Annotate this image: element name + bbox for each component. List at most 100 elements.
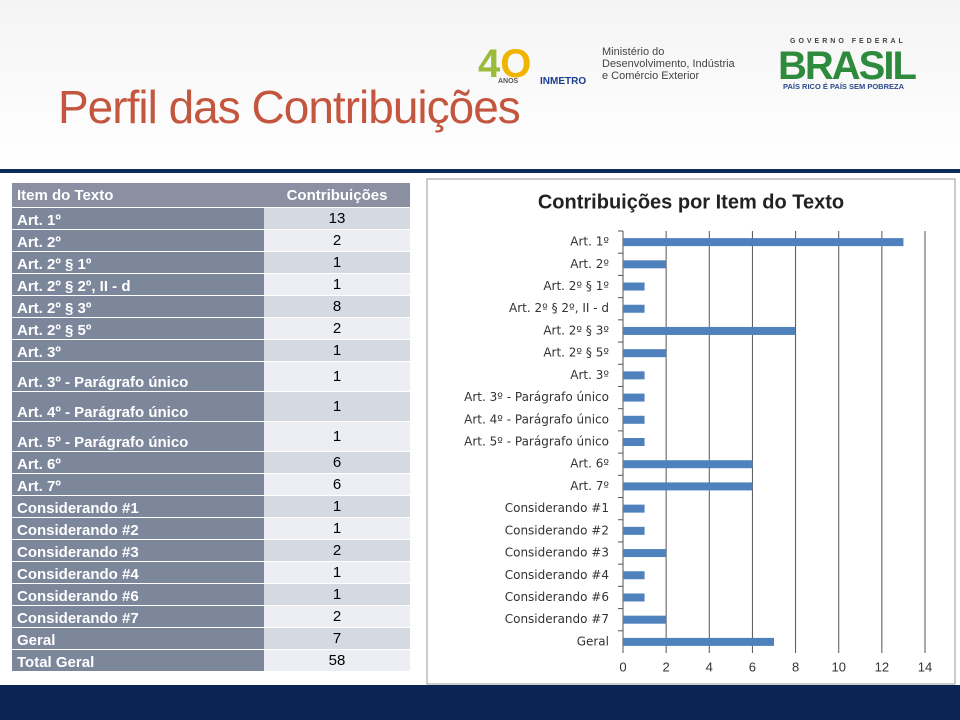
cell-label: Considerando #1 bbox=[12, 495, 264, 518]
cell-value: 6 bbox=[264, 473, 410, 496]
data-table: Item do Texto Contribuições Art. 1º 13 Art. … bbox=[12, 183, 410, 672]
x-tick-label: 4 bbox=[706, 659, 713, 674]
bar bbox=[623, 482, 753, 491]
bar bbox=[623, 326, 796, 335]
logo-text: PAÍS RICO É PAÍS SEM POBREZA bbox=[783, 82, 904, 91]
cell-value: 2 bbox=[264, 605, 410, 628]
bar bbox=[623, 438, 645, 446]
cell-value: 13 bbox=[264, 207, 410, 230]
table-row: Art. 2º § 1º 1 bbox=[12, 251, 410, 274]
bar bbox=[623, 238, 904, 247]
cell-label: Considerando #4 bbox=[12, 561, 264, 584]
logo-text: GOVERNO FEDERAL bbox=[790, 38, 906, 45]
bar bbox=[623, 504, 645, 513]
bar bbox=[623, 393, 645, 402]
cell-label: Considerando #6 bbox=[12, 583, 264, 606]
table-row: Art. 7º 6 bbox=[12, 473, 410, 496]
cell-value: 1 bbox=[264, 273, 410, 296]
x-tick-label: 12 bbox=[875, 659, 889, 674]
table-row: Art. 3º 1 bbox=[12, 339, 410, 362]
ministry-logo: Ministério do Desenvolvimento, Indústria… bbox=[602, 46, 735, 82]
cell-value: 7 bbox=[264, 627, 410, 650]
bar bbox=[623, 415, 645, 424]
chart: Contribuições por Item do Texto 0 2 4 6 8 10 1… bbox=[426, 178, 956, 685]
cell-label: Art. 3º bbox=[12, 339, 264, 362]
bar bbox=[623, 460, 753, 469]
cell-label: Total Geral bbox=[12, 649, 264, 672]
table-row: Art. 5º - Parágrafo único 1 bbox=[12, 421, 410, 452]
cell-label: Art. 1º bbox=[12, 207, 264, 230]
y-tick-label: Considerando #6 bbox=[505, 590, 609, 604]
y-tick-label: Art. 1º bbox=[570, 235, 609, 249]
y-tick-label: Art. 2º § 5º bbox=[543, 346, 609, 360]
logo-text: e Comércio Exterior bbox=[602, 70, 700, 82]
table-row: Total Geral 58 bbox=[12, 649, 410, 672]
cell-label: Art. 6º bbox=[12, 451, 264, 474]
bar bbox=[623, 593, 645, 602]
y-tick-label: Art. 4º - Parágrafo único bbox=[464, 412, 609, 426]
y-tick-label: Considerando #7 bbox=[505, 612, 609, 626]
cell-label: Art. 2º § 2º, II - d bbox=[12, 273, 264, 296]
cell-value: 2 bbox=[264, 539, 410, 562]
cell-label: Art. 2º § 1º bbox=[12, 251, 264, 274]
cell-value: 1 bbox=[264, 583, 410, 606]
y-tick-label: Art. 7º bbox=[570, 479, 609, 493]
bar bbox=[623, 260, 667, 269]
x-tick-label: 6 bbox=[749, 659, 756, 674]
table-row: Considerando #7 2 bbox=[12, 605, 410, 628]
y-tick-label: Geral bbox=[577, 634, 609, 648]
bar bbox=[623, 571, 645, 580]
column-header: Contribuições bbox=[264, 183, 410, 208]
cell-value: 1 bbox=[264, 561, 410, 584]
slide-title: Perfil das Contribuições bbox=[58, 81, 521, 133]
cell-label: Art. 2º § 3º bbox=[12, 295, 264, 318]
y-tick-label: Art. 2º bbox=[570, 257, 609, 271]
y-tick-label: Considerando #1 bbox=[505, 501, 609, 515]
y-tick-label: Considerando #3 bbox=[505, 546, 609, 560]
cell-value: 1 bbox=[264, 391, 410, 422]
bar bbox=[623, 526, 645, 535]
x-tick-label: 10 bbox=[831, 659, 845, 674]
logo-text: ANOS bbox=[498, 78, 519, 85]
table-row: Geral 7 bbox=[12, 627, 410, 650]
y-tick-label: Art. 2º § 1º bbox=[543, 279, 609, 293]
bar bbox=[623, 615, 667, 624]
bar bbox=[623, 282, 645, 291]
table-row: Considerando #2 1 bbox=[12, 517, 410, 540]
chart-frame bbox=[426, 178, 956, 685]
cell-value: 1 bbox=[264, 421, 410, 452]
cell-label: Geral bbox=[12, 627, 264, 650]
cell-label: Art. 7º bbox=[12, 473, 264, 496]
x-tick-label: 0 bbox=[619, 659, 626, 674]
x-tick-label: 2 bbox=[663, 659, 670, 674]
cell-value: 1 bbox=[264, 517, 410, 540]
y-tick-label: Considerando #4 bbox=[505, 568, 609, 582]
logo-text: Ministério do bbox=[602, 46, 665, 58]
table-row: Art. 2º 2 bbox=[12, 229, 410, 252]
cell-value: 1 bbox=[264, 495, 410, 518]
y-tick-label: Art. 2º § 3º bbox=[543, 323, 609, 337]
divider bbox=[0, 169, 960, 173]
cell-value: 2 bbox=[264, 229, 410, 252]
footer-band bbox=[0, 685, 960, 720]
logo-text: Desenvolvimento, Indústria bbox=[602, 58, 735, 70]
table-row: Art. 3º - Parágrafo único 1 bbox=[12, 361, 410, 392]
cell-label: Art. 2º § 5º bbox=[12, 317, 264, 340]
y-tick-label: Art. 3º bbox=[570, 368, 609, 382]
table-row: Art. 2º § 5º 2 bbox=[12, 317, 410, 340]
table-row: Considerando #1 1 bbox=[12, 495, 410, 518]
y-tick-label: Considerando #2 bbox=[505, 523, 609, 537]
logo-text: BRASIL bbox=[778, 44, 917, 88]
cell-label: Considerando #2 bbox=[12, 517, 264, 540]
table-row: Considerando #6 1 bbox=[12, 583, 410, 606]
cell-value: 6 bbox=[264, 451, 410, 474]
anniversary-logo: 4O bbox=[478, 42, 532, 86]
table-row: Art. 6º 6 bbox=[12, 451, 410, 474]
cell-label: Considerando #3 bbox=[12, 539, 264, 562]
bar bbox=[623, 637, 774, 646]
cell-label: Considerando #7 bbox=[12, 605, 264, 628]
cell-value: 1 bbox=[264, 361, 410, 392]
y-tick-label: Art. 5º - Parágrafo único bbox=[464, 435, 609, 449]
